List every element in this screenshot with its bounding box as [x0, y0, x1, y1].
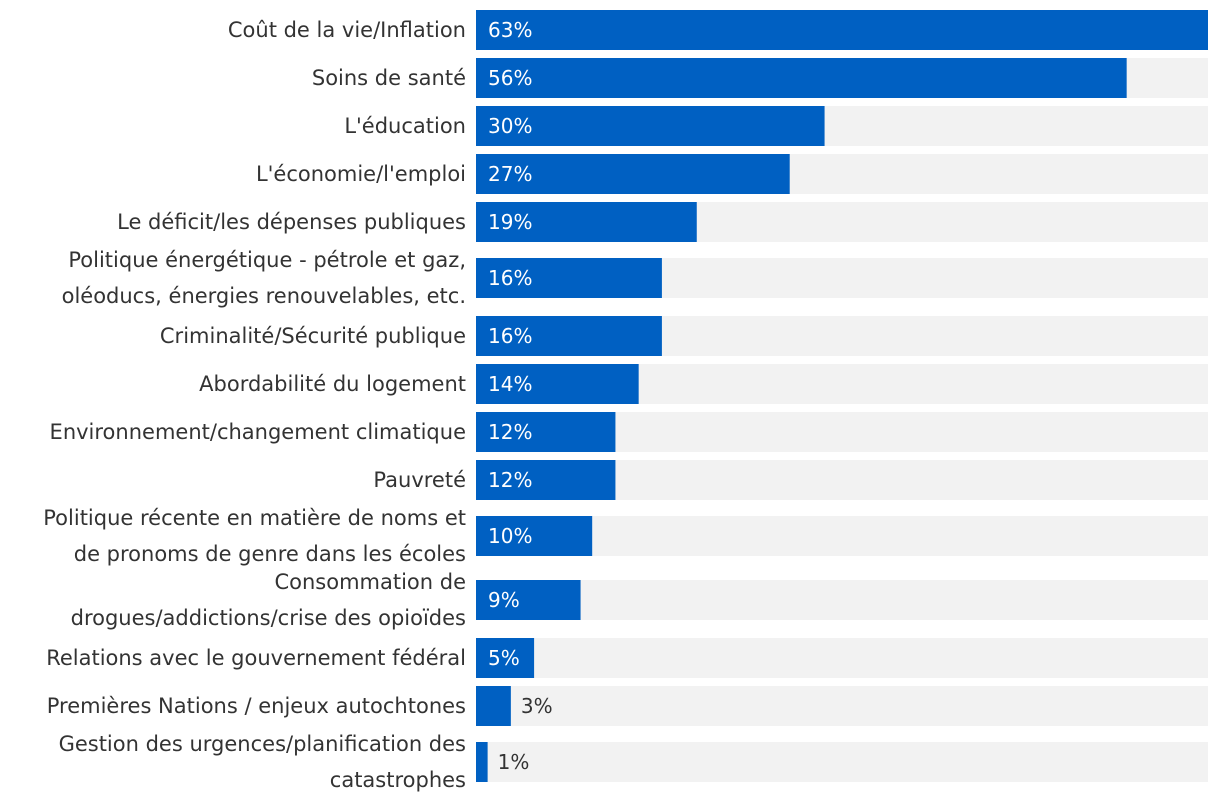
- category-label-line: Politique récente en matière de noms et: [43, 506, 466, 530]
- bar-track: [476, 516, 1208, 556]
- category-label-line: catastrophes: [330, 768, 466, 792]
- bar-track: [476, 686, 1208, 726]
- category-label: L'économie/l'emploi: [256, 162, 466, 186]
- bar: [476, 316, 662, 356]
- bar-track: [476, 580, 1208, 620]
- bar: [476, 638, 535, 678]
- bar-value-label: 16%: [488, 324, 532, 348]
- bar: [476, 742, 488, 782]
- bar-value-label: 1%: [498, 750, 530, 774]
- bar-row: Premières Nations / enjeux autochtones 3%: [47, 686, 1208, 726]
- bar-row: L'éducation 30%: [344, 106, 1208, 146]
- bar-row: L'économie/l'emploi 27%: [256, 154, 1208, 194]
- category-label: Le déficit/les dépenses publiques: [117, 210, 466, 234]
- bar-row: Criminalité/Sécurité publique 16%: [160, 316, 1208, 356]
- category-label-line: Gestion des urgences/planification des: [59, 732, 466, 756]
- category-label: Environnement/changement climatique: [50, 420, 466, 444]
- category-label-line: Criminalité/Sécurité publique: [160, 324, 466, 348]
- bar: [476, 460, 616, 500]
- category-label-line: L'éducation: [344, 114, 466, 138]
- bar: [476, 202, 697, 242]
- bar: [476, 258, 662, 298]
- category-label-line: de pronoms de genre dans les écoles: [74, 542, 466, 566]
- bar-row: Pauvreté 12%: [373, 460, 1208, 500]
- bar-value-label: 3%: [521, 694, 553, 718]
- bar: [476, 10, 1208, 50]
- bar-track: [476, 638, 1208, 678]
- bar-row: Soins de santé 56%: [312, 58, 1208, 98]
- bar-row: Le déficit/les dépenses publiques 19%: [117, 202, 1208, 242]
- bar-value-label: 16%: [488, 266, 532, 290]
- category-label: Pauvreté: [373, 468, 466, 492]
- bar-value-label: 19%: [488, 210, 532, 234]
- bar-value-label: 27%: [488, 162, 532, 186]
- bar: [476, 106, 825, 146]
- bar-value-label: 56%: [488, 66, 532, 90]
- bar-row: Gestion des urgences/planification des ca…: [59, 732, 1208, 792]
- bar-row: Relations avec le gouvernement fédéral 5%: [46, 638, 1208, 678]
- category-label-line: Environnement/changement climatique: [50, 420, 466, 444]
- category-label: Gestion des urgences/planification des ca…: [59, 732, 466, 792]
- bar-value-label: 14%: [488, 372, 532, 396]
- bar-value-label: 5%: [488, 646, 520, 670]
- bar-value-label: 9%: [488, 588, 520, 612]
- bar-row: Politique énergétique - pétrole et gaz, o…: [62, 248, 1208, 308]
- bar-track: [476, 742, 1208, 782]
- bar-row: Politique récente en matière de noms et d…: [43, 506, 1208, 566]
- category-label-line: Premières Nations / enjeux autochtones: [47, 694, 466, 718]
- category-label: L'éducation: [344, 114, 466, 138]
- category-label: Soins de santé: [312, 66, 466, 90]
- category-label-line: drogues/addictions/crise des opioïdes: [71, 606, 466, 630]
- category-label-line: L'économie/l'emploi: [256, 162, 466, 186]
- bar: [476, 58, 1127, 98]
- bar-row: Abordabilité du logement 14%: [199, 364, 1208, 404]
- category-label-line: Consommation de: [274, 570, 466, 594]
- category-label: Consommation de drogues/addictions/crise …: [71, 570, 466, 630]
- category-label-line: oléoducs, énergies renouvelables, etc.: [62, 284, 466, 308]
- bar: [476, 412, 616, 452]
- category-label-line: Pauvreté: [373, 468, 466, 492]
- category-label: Abordabilité du logement: [199, 372, 466, 396]
- bar-row: Coût de la vie/Inflation 63%: [228, 10, 1208, 50]
- bar-value-label: 12%: [488, 420, 532, 444]
- category-label: Politique énergétique - pétrole et gaz, o…: [62, 248, 466, 308]
- category-label-line: Abordabilité du logement: [199, 372, 466, 396]
- category-label: Politique récente en matière de noms et d…: [43, 506, 466, 566]
- category-label-line: Coût de la vie/Inflation: [228, 18, 466, 42]
- bar-value-label: 63%: [488, 18, 532, 42]
- category-label-line: Le déficit/les dépenses publiques: [117, 210, 466, 234]
- category-label-line: Relations avec le gouvernement fédéral: [46, 646, 466, 670]
- bar-row: Environnement/changement climatique 12%: [50, 412, 1208, 452]
- bar: [476, 516, 593, 556]
- bar: [476, 686, 511, 726]
- bar-value-label: 12%: [488, 468, 532, 492]
- category-label: Relations avec le gouvernement fédéral: [46, 646, 466, 670]
- category-label: Coût de la vie/Inflation: [228, 18, 466, 42]
- bar-row: Consommation de drogues/addictions/crise …: [71, 570, 1208, 630]
- bar-value-label: 30%: [488, 114, 532, 138]
- bar: [476, 154, 790, 194]
- bar-value-label: 10%: [488, 524, 532, 548]
- category-label: Criminalité/Sécurité publique: [160, 324, 466, 348]
- bar: [476, 580, 581, 620]
- category-label-line: Politique énergétique - pétrole et gaz,: [68, 248, 466, 272]
- category-label: Premières Nations / enjeux autochtones: [47, 694, 466, 718]
- bar: [476, 364, 639, 404]
- category-label-line: Soins de santé: [312, 66, 466, 90]
